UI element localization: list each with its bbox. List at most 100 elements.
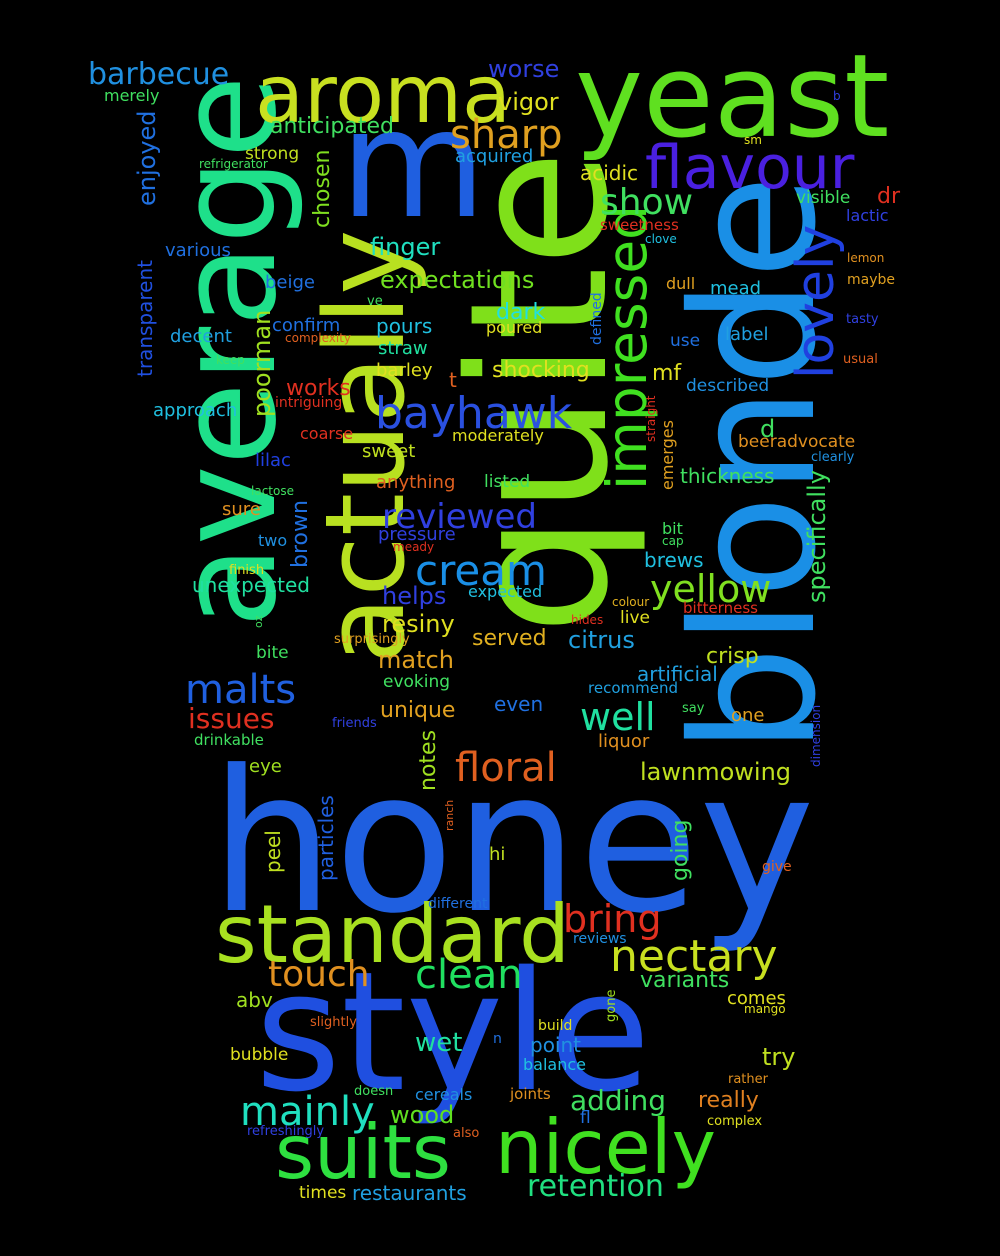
word-hi: hi bbox=[489, 844, 506, 865]
word-defined: defined bbox=[589, 292, 605, 345]
word-really: really bbox=[698, 1088, 759, 1113]
word-refreshingly: refreshingly bbox=[247, 1124, 325, 1139]
word-abv: abv bbox=[236, 988, 273, 1012]
word-touch: touch bbox=[268, 954, 370, 995]
word-gone: gone bbox=[604, 989, 619, 1022]
word-surprisingly: surprisingly bbox=[334, 632, 410, 647]
word-standard: standard bbox=[215, 888, 570, 981]
word-adding: adding bbox=[570, 1084, 667, 1117]
word-lilac: lilac bbox=[255, 450, 291, 471]
word-ve: ve bbox=[367, 294, 383, 309]
word-bite: bite bbox=[256, 643, 289, 663]
word-notes: notes bbox=[416, 729, 441, 791]
word-label: label bbox=[725, 324, 769, 345]
word-clove: clove bbox=[645, 232, 677, 246]
word-finish: finish bbox=[229, 563, 265, 578]
word-decent: decent bbox=[170, 326, 232, 347]
word-chosen: chosen bbox=[310, 149, 335, 228]
word-cap: cap bbox=[662, 534, 684, 548]
word-barbecue: barbecue bbox=[88, 57, 230, 92]
word-ranch: ranch bbox=[443, 799, 456, 831]
word-reviewed: reviewed bbox=[382, 497, 537, 537]
word-strong: strong bbox=[245, 144, 300, 164]
word-nectary: nectary bbox=[610, 931, 778, 982]
word-approach: approach bbox=[153, 400, 238, 421]
word-brown: brown bbox=[288, 500, 313, 568]
word-meady: meady bbox=[393, 540, 435, 554]
word-even: even bbox=[494, 692, 544, 716]
word-suits: suits bbox=[275, 1108, 451, 1196]
word-recommend: recommend bbox=[588, 679, 678, 697]
word-resiny: resiny bbox=[382, 610, 455, 638]
word-served: served bbox=[472, 626, 547, 651]
word-poorman: poorman bbox=[248, 309, 276, 417]
word-mead: mead bbox=[710, 278, 762, 299]
word-beeradvocate: beeradvocate bbox=[738, 432, 856, 452]
word-citrus: citrus bbox=[568, 626, 635, 654]
word-moderately: moderately bbox=[452, 426, 544, 445]
word-peel: peel bbox=[261, 830, 285, 873]
word-acquired: acquired bbox=[455, 146, 534, 167]
word-tasty: tasty bbox=[846, 312, 879, 327]
word-cream: cream bbox=[415, 546, 547, 595]
word-variants: variants bbox=[640, 968, 730, 993]
word-fl: fl bbox=[580, 1108, 591, 1128]
word-clearly: clearly bbox=[811, 450, 855, 465]
word-straight: straight bbox=[644, 395, 658, 442]
word-yeast: yeast bbox=[575, 30, 890, 164]
word-usual: usual bbox=[843, 352, 878, 367]
word-cereals: cereals bbox=[415, 1085, 473, 1104]
word-b: b bbox=[833, 89, 841, 103]
word-drinkable: drinkable bbox=[194, 731, 264, 749]
word-lovely: lovely bbox=[786, 224, 846, 379]
word-aroma: aroma bbox=[255, 48, 512, 141]
word-pours: pours bbox=[376, 314, 433, 338]
word-dr: dr bbox=[877, 184, 901, 209]
word-slightly: slightly bbox=[310, 1015, 357, 1030]
word-try: try bbox=[762, 1043, 796, 1071]
word-finger: finger bbox=[370, 233, 441, 261]
word-also: also bbox=[453, 1126, 480, 1141]
word-doesn: doesn bbox=[354, 1084, 394, 1099]
word-beige: beige bbox=[265, 272, 316, 293]
word-two: two bbox=[258, 531, 288, 550]
word-expected: expected bbox=[468, 582, 543, 601]
word-give: give bbox=[762, 859, 792, 875]
word-sharp: sharp bbox=[450, 112, 563, 158]
word-say: say bbox=[682, 701, 705, 716]
word-worse: worse bbox=[488, 55, 560, 83]
word-vigor: vigor bbox=[498, 88, 559, 116]
word-flavour: flavour bbox=[645, 133, 855, 203]
word-restaurants: restaurants bbox=[352, 1181, 467, 1205]
word-acidic: acidic bbox=[580, 161, 639, 185]
word-n: n bbox=[493, 1031, 502, 1047]
word-joints: joints bbox=[510, 1085, 551, 1103]
word-lawnmowing: lawnmowing bbox=[640, 758, 792, 786]
word-evoking: evoking bbox=[383, 672, 451, 692]
word-sure: sure bbox=[222, 499, 261, 520]
word-straw: straw bbox=[378, 338, 428, 359]
word-works: works bbox=[286, 376, 351, 401]
word-style: style bbox=[255, 936, 651, 1128]
word-lactic: lactic bbox=[846, 206, 889, 225]
word-wood: wood bbox=[390, 1101, 455, 1129]
word-crisp: crisp bbox=[706, 644, 759, 669]
word-lactose: lactose bbox=[251, 484, 294, 498]
word-bit: bit bbox=[662, 519, 683, 538]
word-match: match bbox=[378, 646, 454, 674]
word-lemon: lemon bbox=[847, 251, 885, 265]
word-pressure: pressure bbox=[378, 524, 456, 545]
word-specifically: specifically bbox=[803, 470, 831, 603]
word-yellow: yellow bbox=[650, 567, 772, 611]
word-floral: floral bbox=[455, 745, 557, 791]
word-live: live bbox=[620, 608, 650, 628]
word-bayhawk: bayhawk bbox=[375, 388, 573, 439]
word-maybe: maybe bbox=[847, 272, 896, 288]
word-issues: issues bbox=[188, 702, 275, 735]
word-anything: anything bbox=[376, 472, 456, 493]
word-brews: brews bbox=[644, 548, 704, 572]
word-dimension: dimension bbox=[809, 704, 823, 767]
word-oz: oz bbox=[252, 615, 265, 628]
word-dark: dark bbox=[496, 300, 546, 325]
word-rather: rather bbox=[728, 1072, 768, 1087]
